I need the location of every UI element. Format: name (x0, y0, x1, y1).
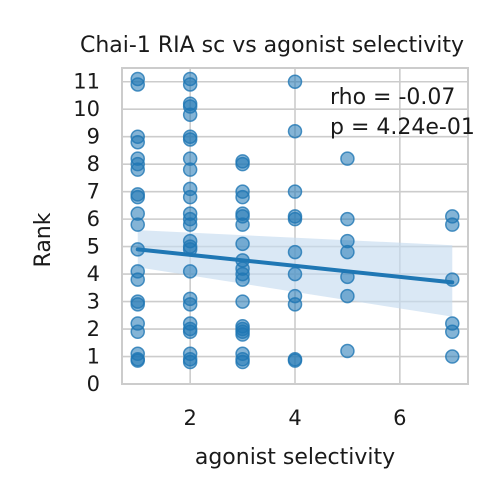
x-tick-label: 4 (288, 406, 301, 430)
y-tick-label: 4 (87, 262, 100, 286)
data-point (235, 236, 250, 252)
data-point (235, 156, 250, 172)
data-point (445, 217, 460, 232)
chart-title: Chai-1 RIA sc vs agonist selectivity (80, 33, 464, 58)
data-point (235, 294, 250, 309)
data-point (130, 272, 145, 287)
data-point (235, 327, 250, 342)
rho-annotation: rho = -0.07 (330, 85, 455, 110)
y-tick-label: 6 (87, 207, 100, 231)
regression-line (135, 247, 455, 285)
data-point (445, 324, 460, 340)
data-point (287, 123, 303, 139)
data-point (287, 74, 303, 89)
y-tick-label: 10 (73, 97, 100, 121)
data-point (182, 107, 198, 122)
y-tick-label: 8 (87, 152, 100, 176)
data-point (130, 217, 145, 232)
data-point (340, 151, 355, 166)
data-point (287, 184, 303, 199)
y-tick-label: 1 (87, 345, 100, 369)
data-point (130, 353, 145, 368)
data-point (130, 134, 145, 150)
y-tick-label: 11 (73, 70, 100, 94)
data-point (235, 354, 250, 370)
data-point (182, 162, 198, 177)
x-tick-label: 6 (393, 406, 406, 430)
data-point (287, 211, 303, 227)
x-tick-label: 2 (183, 406, 196, 430)
y-axis-label: Rank (31, 212, 56, 267)
data-point (182, 354, 198, 370)
data-point (182, 324, 198, 340)
data-point (130, 162, 145, 177)
regression-line-segment (135, 247, 455, 285)
data-point (182, 132, 198, 147)
data-point (130, 77, 145, 92)
data-point (182, 77, 198, 92)
data-point (287, 353, 303, 368)
data-point (235, 272, 250, 287)
y-tick-label: 0 (87, 372, 100, 396)
data-point (287, 266, 303, 282)
y-tick-label: 9 (87, 125, 100, 149)
data-point (340, 211, 355, 227)
y-tick-label: 5 (87, 235, 100, 259)
data-point (287, 244, 303, 260)
data-point (182, 217, 198, 232)
data-point (130, 297, 145, 312)
y-tick-label: 2 (87, 317, 100, 341)
data-point (340, 288, 355, 304)
data-point (235, 217, 250, 232)
plot-frame (121, 67, 469, 385)
p-value-annotation: p = 4.24e-01 (330, 115, 475, 140)
y-tick-label: 3 (87, 290, 100, 314)
y-tick-label: 7 (87, 180, 100, 204)
data-point (340, 343, 355, 359)
data-point (340, 244, 355, 260)
data-point (445, 349, 460, 364)
data-point (287, 297, 303, 312)
tick-labels: 2 4 6 0 1 2 3 4 5 6 7 8 9 10 11 (73, 70, 406, 430)
data-point (182, 264, 198, 279)
x-axis-label: agonist selectivity (195, 445, 395, 470)
data-point (130, 189, 145, 205)
data-point (182, 189, 198, 205)
data-point (182, 297, 198, 312)
data-point (235, 189, 250, 205)
data-point (130, 324, 145, 340)
data-points (130, 71, 460, 370)
